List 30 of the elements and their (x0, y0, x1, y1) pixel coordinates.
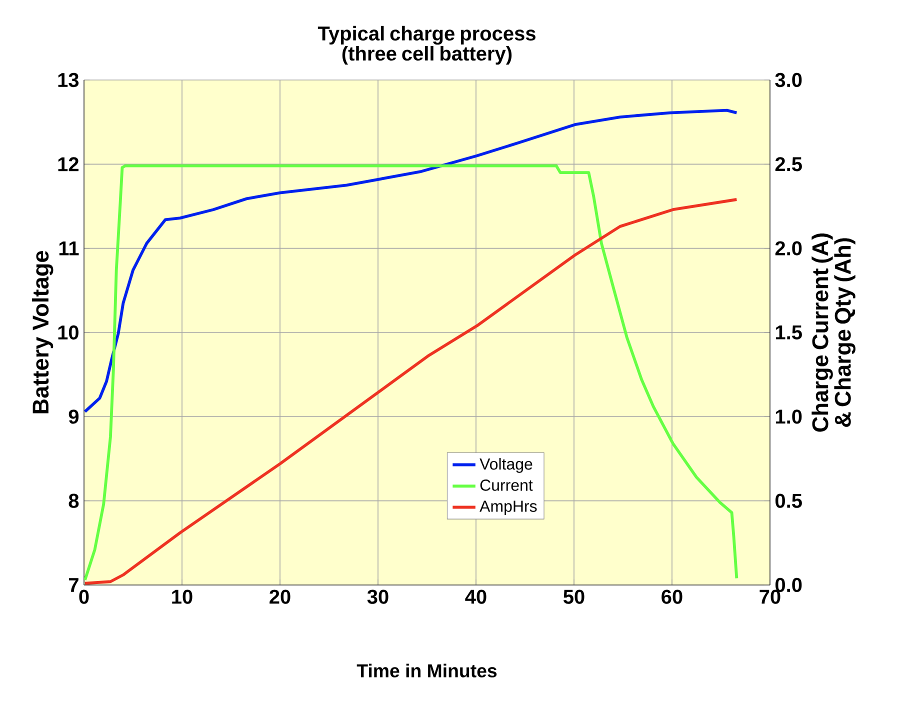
x-tick-label: 10 (172, 590, 192, 604)
x-tick-label: 60 (662, 590, 682, 604)
legend-label: Current (480, 480, 533, 491)
x-tick-label: 40 (465, 590, 486, 604)
y-tick-label: 8 (68, 494, 79, 508)
y-tick-label: 12 (58, 157, 78, 172)
y2-tick-label: 1.0 (776, 410, 802, 424)
x-axis-title: Time in Minutes (356, 664, 497, 678)
y2-tick-label: 2.0 (775, 241, 802, 256)
y-tick-label: 13 (58, 72, 79, 88)
y2-tick-label: 0.5 (775, 494, 802, 508)
y2-tick-label: 1.5 (776, 326, 802, 340)
x-tick-label: 0 (79, 590, 89, 604)
y-tick-label: 9 (68, 410, 79, 424)
y-axis-title: Battery Voltage (32, 250, 54, 414)
y2-axis-title: Charge Current (A) & Charge Qty (Ah) (812, 233, 856, 432)
x-tick-label: 50 (563, 590, 584, 604)
y2-tick-label: 0.0 (775, 578, 802, 592)
y-tick-label: 7 (69, 578, 78, 592)
y-tick-label: 11 (59, 241, 79, 256)
x-tick-label: 30 (367, 590, 388, 604)
legend-label: Voltage (480, 458, 532, 473)
chart-title: Typical charge process (three cell battery) (318, 26, 536, 65)
line-series (84, 108, 738, 414)
legend-label: AmpHrs (480, 500, 537, 516)
y2-tick-label: 2.5 (775, 157, 802, 172)
y2-tick-label: 3.0 (775, 72, 802, 88)
x-tick-label: 20 (270, 590, 290, 604)
y-tick-label: 10 (58, 325, 78, 340)
x-tick-label: 70 (760, 590, 780, 604)
